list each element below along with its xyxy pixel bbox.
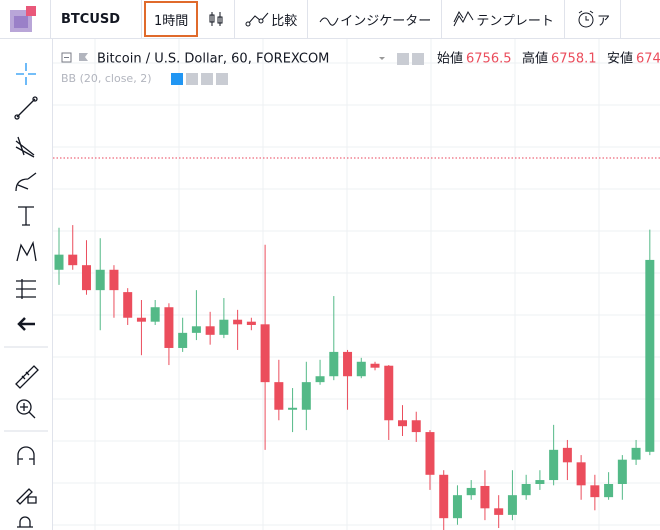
chart-type[interactable] [198,0,236,38]
indicator-more[interactable] [201,73,213,85]
candle-body [343,351,353,377]
chart-pane: Bitcoin / U.S. Dollar, 60, FOREXCOM 始値 6… [53,39,660,530]
open-value: 6756.5 [466,52,512,67]
candle-body [398,420,407,427]
candle-body [645,259,655,452]
high-label: 高値 [522,51,548,67]
fib-tool[interactable] [15,136,35,158]
candle-body [562,447,572,463]
low-label: 安値 [607,51,633,67]
candle-body [480,485,490,509]
logo-icon [10,6,36,32]
indicator-remove[interactable] [216,73,228,85]
flag-icon[interactable] [79,53,88,61]
candle-body [507,495,517,515]
compare[interactable]: 比較 [235,0,309,38]
series-title: Bitcoin / U.S. Dollar, 60, FOREXCOM [97,52,329,67]
crosshair-tool[interactable] [16,63,36,85]
interval[interactable]: 1時間 [144,1,199,37]
candle-body [54,254,64,270]
candle-body [274,382,284,410]
templates-label: テンプレート [476,13,554,29]
candle-body [288,407,298,410]
indicator-eye[interactable] [171,73,183,85]
candle-body [549,449,559,481]
zoom-tool[interactable] [16,399,36,419]
drawing-toolbar [0,39,53,530]
candle-body [164,307,174,348]
alerts-label: ア [596,13,610,29]
logo[interactable] [0,0,51,38]
settings-button[interactable] [412,53,424,65]
candle-body [315,376,325,383]
candle-body [370,363,380,368]
candle-body [411,420,421,433]
candle-body [425,432,435,475]
candle-body [535,480,545,484]
candle-body [439,474,449,519]
eye-button[interactable] [397,53,409,65]
candle-body [246,321,256,325]
alerts[interactable]: ア [565,0,621,38]
candles [54,225,655,530]
candle-body [631,447,641,460]
text-tool[interactable] [18,206,34,226]
candle-body [604,484,614,498]
low-value: 674 [636,52,660,67]
candle-body [452,495,462,519]
candle-body [617,459,627,484]
tool-icons [4,63,48,528]
dropdown-icon[interactable] [379,57,385,60]
compare-label: 比較 [271,13,298,29]
lock-tool[interactable] [16,488,37,505]
open-label: 始値 [437,51,463,67]
templates[interactable]: テンプレート [442,0,565,38]
candle-body [205,326,215,335]
hide-tool[interactable] [17,317,35,331]
pattern-tool[interactable] [16,240,37,262]
high-value: 6758.1 [551,52,597,67]
candle-body [301,382,311,410]
symbol[interactable]: BTCUSD [51,0,142,38]
indicator-settings[interactable] [186,73,198,85]
candle-body [356,361,366,377]
prediction-tool[interactable] [16,279,36,299]
candle-body [109,269,119,291]
candle-body [81,265,91,291]
candle-body [576,462,586,486]
candle-body [191,326,201,333]
candle-body [95,269,105,291]
candle-body [521,484,531,496]
trend-line-tool[interactable] [14,96,38,120]
candle-body [68,254,78,266]
candle-body [123,292,133,318]
candle-body [219,319,229,335]
candle-body [136,317,146,322]
brush-tool[interactable] [15,172,37,192]
magnet-tool[interactable] [17,446,35,465]
candle-body [150,307,160,322]
candle-body [260,324,270,383]
collapse-button[interactable] [61,52,72,63]
indicators-label: インジケーター [340,13,432,29]
measure-tool[interactable] [15,365,39,389]
candle-body [329,351,339,377]
legend: Bitcoin / U.S. Dollar, 60, FOREXCOM 始値 6… [61,51,660,85]
candle-body [494,508,504,515]
candle-body [590,485,600,498]
toolbar: BTCUSD 1時間 比較 インジケーター テンプレート ア [0,0,660,39]
candle-body [178,332,188,348]
indicator-title: BB (20, close, 2) [61,72,152,85]
candle-body [233,319,243,325]
indicators[interactable]: インジケーター [308,0,443,38]
visibility-tool[interactable] [17,516,33,528]
candle-body [384,365,394,421]
candle-body [466,487,476,496]
